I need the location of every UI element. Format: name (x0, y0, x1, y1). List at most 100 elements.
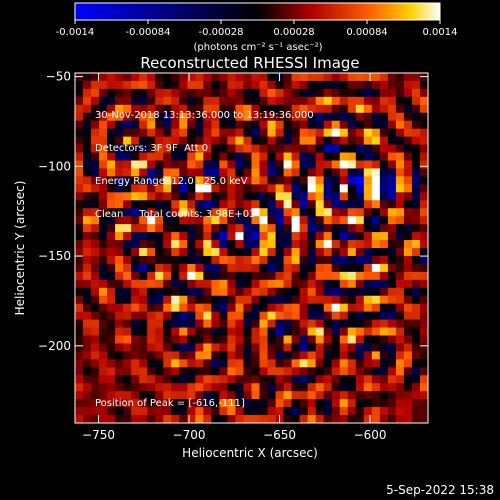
heatmap-cell (243, 240, 252, 249)
heatmap-cell (291, 200, 301, 209)
heatmap-cell (387, 359, 397, 368)
heatmap-cell (355, 415, 365, 424)
heatmap-cell (227, 144, 236, 154)
heatmap-cell (411, 232, 421, 241)
heatmap-cell (195, 327, 204, 336)
heatmap-cell (131, 391, 140, 400)
heatmap-cell (419, 263, 429, 273)
heatmap-cell (115, 144, 124, 154)
heatmap-cell (187, 152, 196, 161)
heatmap-cell (363, 80, 373, 90)
heatmap-cell (187, 112, 196, 122)
heatmap-cell (91, 208, 100, 217)
heatmap-cell (123, 391, 132, 400)
heatmap-cell (363, 176, 373, 185)
heatmap-cell (371, 128, 381, 138)
heatmap-cell (371, 104, 381, 114)
heatmap-cell (75, 152, 84, 161)
heatmap-cell (371, 375, 381, 384)
heatmap-cell (115, 104, 124, 114)
heatmap-cell (395, 263, 405, 273)
heatmap-cell (315, 112, 325, 122)
heatmap-cell (419, 104, 429, 114)
heatmap-cell (371, 80, 381, 90)
heatmap-cell (275, 88, 285, 98)
heatmap-cell (107, 279, 116, 289)
heatmap-cell (251, 120, 261, 130)
heatmap-cell (83, 415, 92, 424)
heatmap-cell (227, 255, 236, 265)
heatmap-cell (99, 279, 108, 289)
heatmap-cell (251, 96, 261, 106)
heatmap-cell (387, 240, 397, 249)
heatmap-cell (99, 176, 108, 185)
heatmap-cell (203, 295, 212, 305)
heatmap-cell (155, 415, 164, 424)
heatmap-cell (243, 144, 252, 154)
heatmap-cell (315, 224, 325, 233)
heatmap-cell (411, 208, 421, 217)
heatmap-cell (115, 80, 124, 90)
heatmap-cell (259, 335, 269, 344)
heatmap-cell (331, 407, 341, 416)
heatmap-cell (139, 168, 148, 177)
heatmap-cell (243, 319, 252, 329)
heatmap-cell (195, 136, 204, 146)
heatmap-cell (339, 391, 349, 400)
heatmap-cell (211, 327, 220, 336)
heatmap-cell (387, 391, 397, 400)
heatmap-cell (147, 279, 156, 289)
heatmap-cell (91, 343, 100, 352)
heatmap-cell (107, 168, 116, 177)
heatmap-cell (323, 152, 333, 161)
heatmap-cell (355, 152, 365, 161)
heatmap-cell (411, 399, 421, 408)
heatmap-cell (139, 152, 148, 161)
heatmap-cell (331, 367, 341, 376)
heatmap-cell (283, 295, 293, 305)
heatmap-cell (347, 96, 357, 106)
heatmap-cell (195, 295, 204, 305)
heatmap-cell (107, 359, 116, 368)
heatmap-cell (131, 184, 140, 193)
heatmap-cell (147, 287, 156, 297)
heatmap-cell (219, 80, 228, 90)
heatmap-cell (235, 415, 244, 424)
heatmap-cell (75, 160, 84, 169)
heatmap-cell (139, 96, 148, 106)
heatmap-cell (171, 176, 180, 185)
heatmap-cell (83, 271, 92, 281)
heatmap-cell (139, 263, 148, 273)
heatmap-cell (171, 128, 180, 138)
heatmap-cell (163, 415, 172, 424)
heatmap-cell (299, 80, 309, 90)
heatmap-cell (83, 391, 92, 400)
heatmap-cell (323, 136, 333, 146)
heatmap-cell (307, 160, 317, 169)
heatmap-cell (227, 263, 236, 273)
heatmap-cell (83, 232, 92, 241)
heatmap-cell (83, 367, 92, 376)
heatmap-cell (379, 73, 389, 82)
heatmap-cell (235, 319, 244, 329)
heatmap-cell (347, 80, 357, 90)
heatmap-cell (187, 399, 196, 408)
heatmap-cell (227, 168, 236, 177)
heatmap-cell (363, 271, 373, 281)
heatmap-cell (91, 96, 100, 106)
heatmap-cell (75, 335, 84, 344)
heatmap-cell (403, 335, 413, 344)
heatmap-cell (347, 319, 357, 329)
heatmap-cell (411, 144, 421, 154)
heatmap-cell (179, 160, 188, 169)
heatmap-cell (91, 303, 100, 313)
heatmap-cell (275, 160, 285, 169)
heatmap-cell (403, 263, 413, 273)
heatmap-cell (275, 335, 285, 344)
heatmap-cell (299, 200, 309, 209)
heatmap-cell (251, 287, 261, 297)
heatmap-cell (211, 415, 220, 424)
heatmap-cell (179, 319, 188, 329)
heatmap-cell (171, 112, 180, 122)
